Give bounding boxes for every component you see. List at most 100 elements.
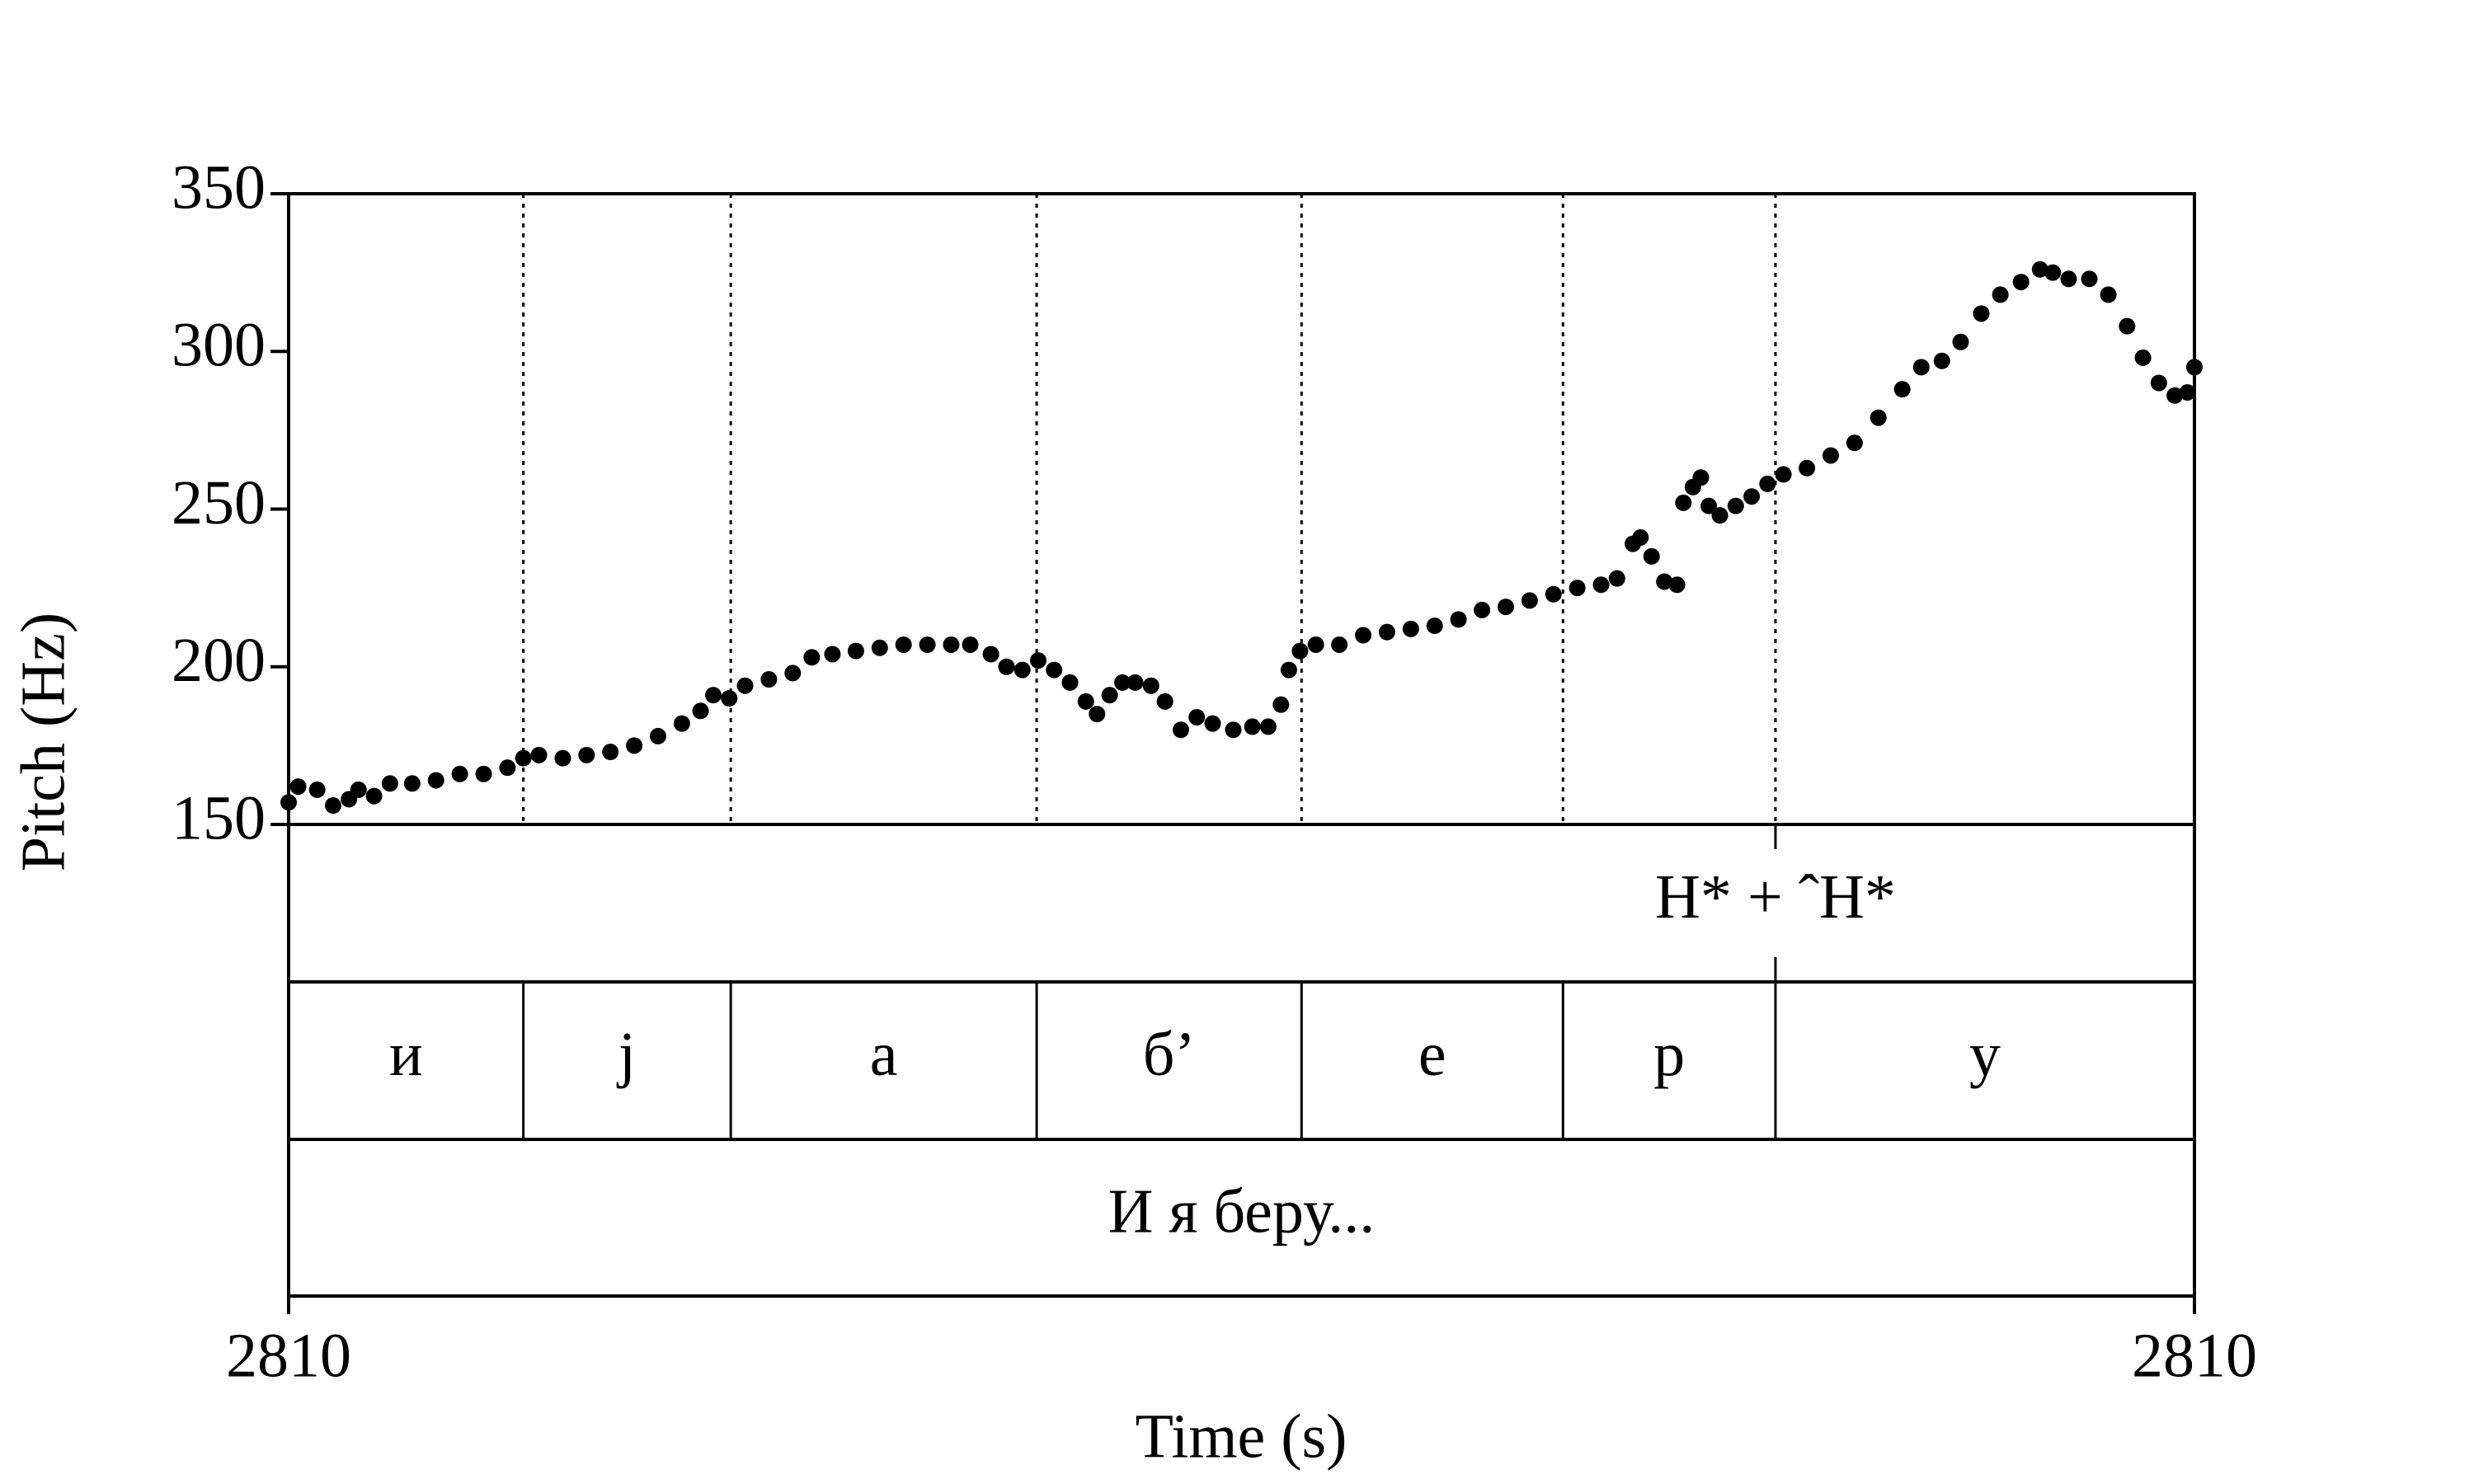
pitch-point	[403, 775, 421, 792]
pitch-point	[1952, 333, 1969, 350]
pitch-point	[1331, 636, 1348, 653]
pitch-point	[515, 749, 532, 767]
pitch-point	[1077, 693, 1094, 710]
pitch-point	[2031, 261, 2048, 278]
x-tick-label: 2810	[2132, 1321, 2257, 1390]
pitch-point	[1656, 573, 1673, 590]
pitch-point	[760, 671, 778, 688]
pitch-point	[1280, 661, 1297, 679]
pitch-point	[1172, 721, 1189, 739]
pitch-point	[1101, 687, 1118, 704]
pitch-point	[1846, 434, 1863, 452]
pitch-point	[578, 746, 595, 763]
pitch-point	[1450, 611, 1467, 628]
pitch-point	[1912, 359, 1930, 376]
pitch-point	[324, 797, 341, 815]
pitch-point	[530, 746, 548, 763]
pitch-point	[704, 687, 722, 704]
pitch-point	[721, 690, 738, 707]
pitch-point	[2081, 270, 2098, 288]
pitch-point	[475, 765, 492, 782]
pitch-point	[554, 749, 571, 767]
segment-label: а	[870, 1020, 898, 1089]
pitch-point	[1592, 576, 1610, 594]
pitch-point	[1142, 677, 1159, 694]
pitch-point	[1933, 352, 1950, 369]
pitch-point	[1225, 721, 1242, 739]
pitch-point	[1545, 585, 1562, 603]
pitch-point	[1992, 286, 2009, 303]
x-axis-label: Time (s)	[1136, 1402, 1348, 1471]
segment-label: р	[1653, 1020, 1685, 1089]
pitch-point	[381, 775, 398, 792]
pitch-point	[824, 646, 841, 663]
pitch-point	[1668, 576, 1686, 594]
tone-label: H* + ˆH*	[1655, 862, 1896, 932]
pitch-point	[1474, 601, 1491, 618]
pitch-point	[1822, 447, 1839, 464]
pitch-point	[1569, 580, 1586, 597]
segment-label: и	[389, 1020, 423, 1089]
pitch-point	[1089, 706, 1106, 723]
segment-label: е	[1418, 1020, 1446, 1089]
pitch-point	[1692, 469, 1710, 486]
pitch-point	[1402, 620, 1419, 637]
pitch-point	[626, 737, 643, 754]
y-tick-label: 200	[172, 626, 266, 695]
pitch-point	[451, 765, 468, 782]
pitch-point	[2166, 387, 2184, 404]
pitch-point	[962, 636, 979, 653]
pitch-point	[919, 636, 936, 653]
pitch-point	[308, 781, 326, 798]
pitch-point	[499, 759, 516, 777]
pitch-point	[602, 744, 619, 761]
pitch-point	[1355, 627, 1372, 644]
pitch-point	[2044, 264, 2062, 281]
pitch-point	[1014, 661, 1031, 679]
pitch-point	[1675, 494, 1692, 511]
pitch-point	[2012, 274, 2030, 291]
pitch-point	[871, 639, 888, 656]
pitch-point	[1759, 475, 1776, 492]
pitch-point	[1521, 592, 1538, 609]
pitch-point	[1259, 718, 1277, 735]
pitch-point	[803, 649, 821, 666]
pitch-point	[1046, 661, 1063, 679]
pitch-point	[280, 794, 297, 811]
pitch-point	[2060, 270, 2077, 288]
pitch-point	[365, 787, 383, 805]
pitch-point	[1643, 547, 1660, 565]
pitch-point	[673, 715, 690, 732]
pitch-point	[847, 642, 864, 660]
pitch-point	[1711, 507, 1729, 524]
pitch-point	[1608, 570, 1625, 587]
pitch-point	[1291, 642, 1309, 660]
pitch-point	[2119, 317, 2136, 335]
pitch-point	[2100, 286, 2117, 303]
pitch-point	[692, 702, 709, 720]
pitch-point	[2134, 349, 2152, 366]
pitch-point	[1156, 693, 1174, 710]
y-tick-label: 300	[172, 311, 266, 380]
pitch-point	[1632, 528, 1649, 546]
pitch-point	[1497, 599, 1514, 616]
pitch-point	[2150, 374, 2167, 392]
pitch-point	[2186, 359, 2203, 376]
y-tick-label: 250	[172, 468, 266, 538]
x-tick-label: 2810	[226, 1321, 351, 1390]
pitch-point	[1973, 305, 1990, 322]
pitch-point	[982, 646, 999, 663]
pitch-point	[1743, 488, 1761, 505]
pitch-point	[784, 665, 802, 682]
utterance-label: И я беру...	[1108, 1176, 1376, 1246]
pitch-point	[1061, 674, 1079, 691]
pitch-point	[649, 727, 666, 744]
pitch-point	[736, 677, 754, 694]
pitch-point	[1775, 466, 1792, 483]
pitch-point	[1307, 636, 1324, 653]
pitch-point	[1114, 674, 1131, 691]
segment-label: б’	[1143, 1020, 1196, 1089]
pitch-point	[350, 781, 367, 798]
pitch-point	[1029, 652, 1047, 669]
